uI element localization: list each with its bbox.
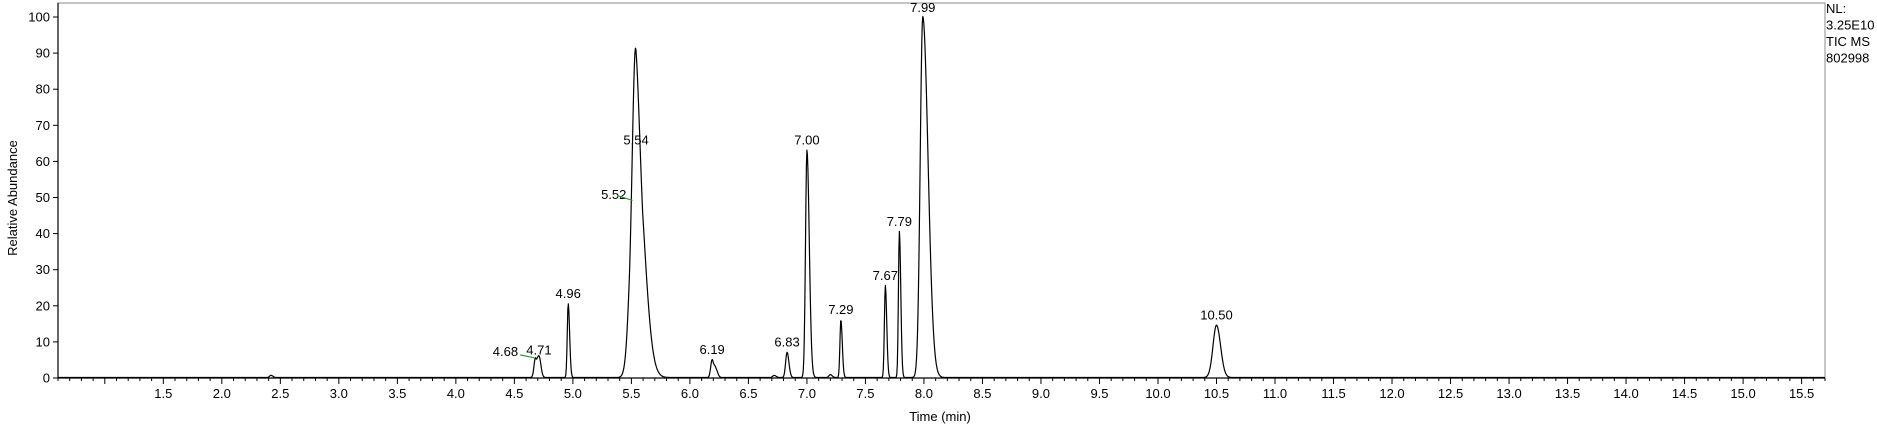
- x-axis: 1.5 2.0 2.5 3.0 3.5 4.0 4.5 5.0 5.5 6.0 6.5 7.0 7.5 8…: [57, 378, 1826, 401]
- normalization-info-line: NL:: [1826, 1, 1846, 16]
- y-tick-label: 80: [36, 82, 50, 97]
- peak-label: 5.52: [601, 187, 626, 202]
- y-tick-label: 90: [36, 46, 50, 61]
- x-tick-label: 4.0: [447, 386, 465, 401]
- x-tick-label: 3.5: [388, 386, 406, 401]
- peak-label: 7.00: [794, 133, 819, 148]
- x-tick-label: 13.0: [1496, 386, 1521, 401]
- y-tick-label: 100: [28, 10, 50, 25]
- plot-area: [57, 2, 1826, 379]
- x-axis-title: Time (min): [909, 409, 971, 424]
- x-tick-label: 7.0: [798, 386, 816, 401]
- x-tick-label: 14.5: [1672, 386, 1697, 401]
- x-tick-label: 3.0: [330, 386, 348, 401]
- y-tick-label: 0: [43, 371, 50, 386]
- y-tick-label: 60: [36, 154, 50, 169]
- normalization-info-line: 802998: [1826, 51, 1869, 66]
- x-tick-label: 11.5: [1321, 386, 1345, 401]
- x-tick-label: 9.5: [1090, 386, 1108, 401]
- peak-label: 5.54: [623, 133, 648, 148]
- peak-label: 7.29: [828, 302, 853, 317]
- x-tick-label: 12.5: [1438, 386, 1463, 401]
- peak-leader-line: [520, 354, 535, 359]
- peak-label: 4.71: [526, 342, 551, 357]
- normalization-info-line: 3.25E10: [1826, 18, 1874, 33]
- tic-trace: [57, 15, 1826, 379]
- peak-label: 7.67: [873, 268, 898, 283]
- x-tick-label: 2.5: [271, 386, 289, 401]
- x-tick-label: 10.5: [1204, 386, 1229, 401]
- peak-labels: 4.68 4.71 4.96 5.52 5.54 6.19 6.83 7.00 7.29 7.67…: [493, 0, 1233, 359]
- plot-frame: [57, 2, 1826, 379]
- normalization-info-line: TIC MS: [1826, 34, 1870, 49]
- peak-label: 4.68: [493, 344, 518, 359]
- x-tick-label: 5.0: [564, 386, 582, 401]
- peak-label: 6.19: [699, 342, 724, 357]
- x-tick-label: 8.5: [973, 386, 991, 401]
- x-tick-label: 9.0: [1032, 386, 1050, 401]
- x-tick-label: 6.5: [739, 386, 757, 401]
- y-tick-label: 20: [36, 298, 50, 313]
- x-tick-label: 13.5: [1555, 386, 1580, 401]
- x-tick-label: 14.0: [1613, 386, 1638, 401]
- peak-label: 4.96: [556, 286, 581, 301]
- y-tick-label: 10: [36, 334, 50, 349]
- y-axis: 0 10 20 30 40 50 60 70 80 90 100: [28, 10, 58, 386]
- x-tick-label: 7.5: [856, 386, 874, 401]
- y-tick-label: 40: [36, 226, 50, 241]
- peak-label: 10.50: [1200, 308, 1233, 323]
- peak-label: 7.99: [910, 0, 935, 15]
- x-tick-label: 8.0: [915, 386, 933, 401]
- x-tick-label: 6.0: [681, 386, 699, 401]
- x-tick-label: 12.0: [1379, 386, 1404, 401]
- y-axis-title: Relative Abundance: [5, 140, 20, 256]
- x-tick-label: 1.5: [154, 386, 172, 401]
- x-tick-label: 5.5: [622, 386, 640, 401]
- y-tick-label: 50: [36, 190, 50, 205]
- x-tick-label: 10.0: [1145, 386, 1170, 401]
- x-tick-label: 15.5: [1789, 386, 1814, 401]
- x-tick-label: 11.0: [1263, 386, 1287, 401]
- peak-label: 7.79: [887, 214, 912, 229]
- x-tick-label: 2.0: [213, 386, 231, 401]
- peak-label: 6.83: [774, 335, 799, 350]
- peak-leader-line: [617, 195, 633, 201]
- x-tick-label: 15.0: [1730, 386, 1755, 401]
- y-tick-label: 70: [36, 118, 50, 133]
- y-tick-label: 30: [36, 262, 50, 277]
- x-tick-label: 4.5: [505, 386, 523, 401]
